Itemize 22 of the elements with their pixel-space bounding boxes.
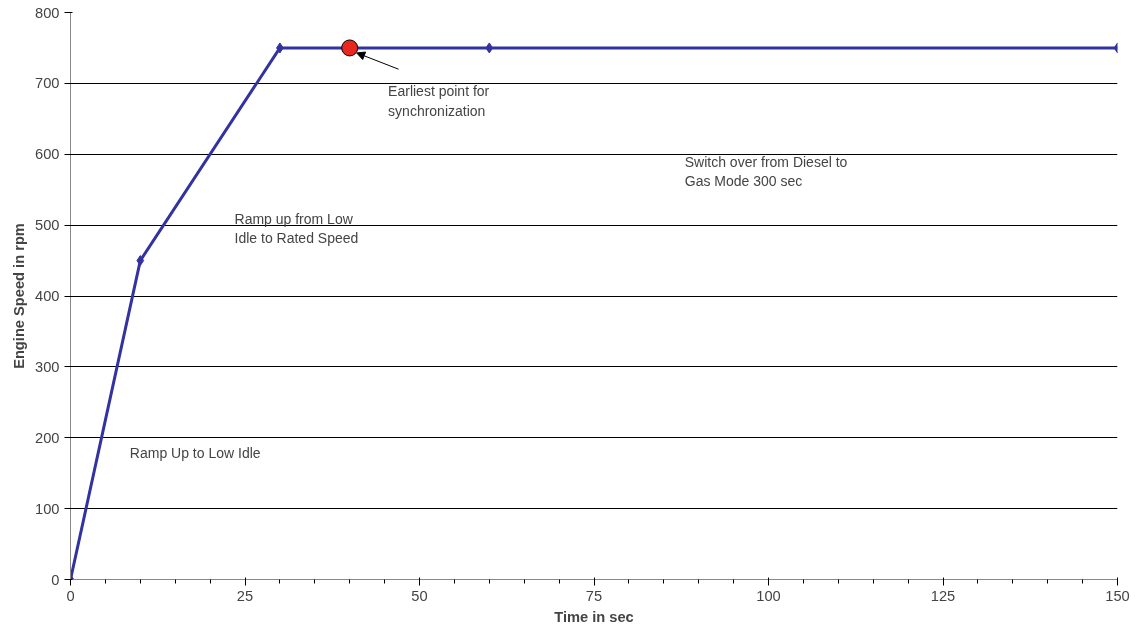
y-tick-label: 0 xyxy=(51,571,60,588)
x-tick-label: 150 xyxy=(1105,587,1130,604)
y-tick-label: 300 xyxy=(35,358,60,375)
x-tick-label: 0 xyxy=(66,587,75,604)
annotation: Earliest point for synchronization xyxy=(388,83,490,119)
x-tick-label: 50 xyxy=(411,587,428,604)
x-tick-label: 25 xyxy=(236,587,254,604)
y-tick-label: 500 xyxy=(35,217,60,234)
annotation: Ramp up from Low Idle to Rated Speed xyxy=(234,210,359,247)
y-axis-title: Engine Speed in rpm xyxy=(11,223,28,369)
annotation: Ramp Up to Low Idle xyxy=(129,444,261,461)
annotation: Switch over from Diesel to Gas Mode 300 sec xyxy=(684,154,848,190)
y-tick-label: 600 xyxy=(35,146,60,163)
y-tick-label: 700 xyxy=(35,75,60,92)
y-tick-label: 400 xyxy=(35,288,60,304)
y-tick-label: 100 xyxy=(35,500,60,517)
x-tick-label: 125 xyxy=(930,587,956,604)
y-tick-label: 200 xyxy=(35,429,60,446)
x-tick-label: 100 xyxy=(756,587,781,604)
x-axis-title: Time in sec xyxy=(554,608,634,625)
x-tick-label: 75 xyxy=(585,587,603,604)
y-tick-label: 800 xyxy=(35,4,60,21)
